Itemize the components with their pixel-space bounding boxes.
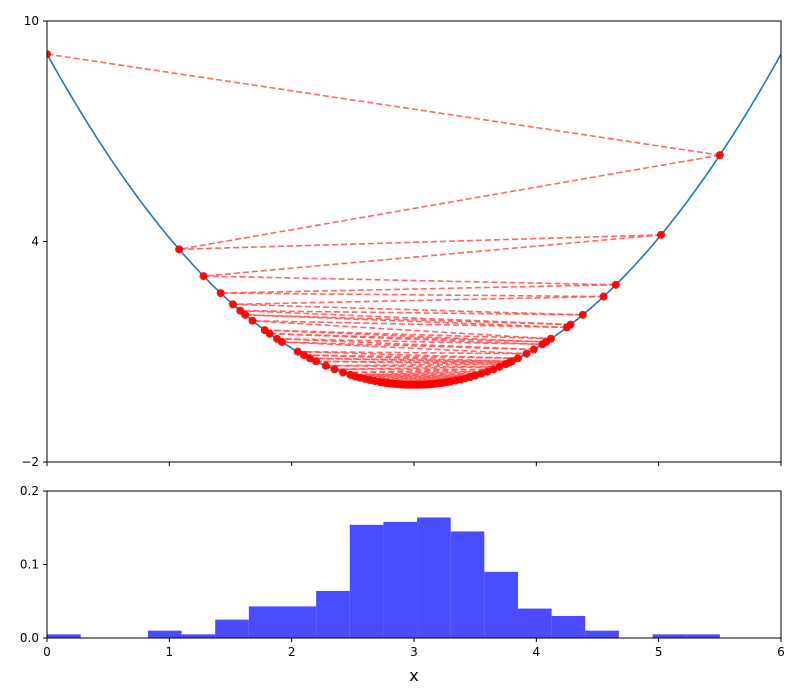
histogram-bar — [585, 630, 619, 638]
trajectory-segment — [220, 292, 604, 298]
trajectory-point — [330, 365, 339, 374]
trajectory-segment — [252, 319, 567, 329]
trajectory-point — [715, 151, 724, 160]
trajectory-segment — [47, 53, 720, 156]
trajectory-point — [444, 377, 453, 386]
trajectory-point — [529, 345, 538, 354]
trajectory-point — [501, 360, 510, 369]
trajectory-segment — [316, 360, 510, 364]
trajectory-point — [657, 230, 666, 239]
trajectory-segment — [343, 368, 494, 374]
trajectory-point — [47, 50, 51, 59]
histogram-bar — [282, 606, 317, 638]
trajectory-segment — [252, 319, 552, 340]
trajectory-point — [538, 340, 547, 349]
trajectory-point — [265, 329, 274, 338]
histogram-bar — [517, 608, 552, 638]
histogram-chart: 0 1 2 3 4 5 6 0.0 0.1 0.2 x — [20, 484, 785, 685]
trajectory-segment — [203, 234, 662, 277]
trajectory-segment — [303, 354, 512, 363]
histogram-bar — [551, 615, 586, 638]
histogram-bar — [316, 590, 350, 638]
trajectory-segment — [281, 341, 527, 355]
trajectory-point — [312, 357, 321, 366]
trajectory-segment — [232, 295, 604, 306]
histogram-bar — [181, 634, 216, 638]
trajectory-segment — [179, 234, 662, 251]
trajectory-point — [495, 362, 504, 371]
histogram-bar — [484, 571, 518, 638]
histogram-x-axis-label: x — [409, 666, 418, 685]
trajectory-segment — [310, 357, 510, 364]
trajectory-segment — [343, 370, 488, 374]
histogram-bar — [147, 630, 182, 638]
trajectory-segment — [297, 350, 527, 355]
histogram-bar — [417, 517, 451, 638]
trajectory-segment — [240, 309, 583, 316]
histogram-bar — [383, 521, 418, 638]
trajectory-point — [293, 347, 302, 356]
x-tick-label: 2 — [288, 645, 296, 659]
trajectory-point — [241, 310, 250, 319]
trajectory-point — [199, 272, 208, 281]
histogram-plot-area — [47, 517, 720, 639]
trajectory-axes: −2 4 10 — [21, 14, 782, 469]
trajectory-point — [216, 289, 225, 298]
x-tick-label: 1 — [166, 645, 174, 659]
trajectory-point — [321, 361, 330, 370]
trajectory-point — [513, 354, 522, 363]
x-tick-label: 0 — [43, 645, 51, 659]
histogram-bar — [652, 634, 687, 638]
histogram-bar — [450, 531, 485, 638]
histogram-bar — [47, 634, 81, 638]
histogram-bar — [349, 524, 384, 638]
y-tick-label: 4 — [31, 235, 39, 249]
trajectory-segment — [220, 283, 616, 294]
x-tick-label: 3 — [410, 645, 418, 659]
trajectory-segment — [281, 341, 534, 351]
trajectory-segment — [269, 332, 543, 346]
trajectory-segment — [178, 154, 720, 251]
y-tick-label: 10 — [24, 14, 39, 28]
y-tick-label: −2 — [21, 455, 39, 469]
y-tick-label: 0.2 — [20, 484, 39, 498]
trajectory-point — [489, 365, 498, 374]
histogram-axes: 0 1 2 3 4 5 6 0.0 0.1 0.2 — [20, 484, 785, 659]
trajectory-point — [378, 378, 387, 387]
x-tick-label: 5 — [655, 645, 663, 659]
trajectory-segment — [203, 275, 616, 286]
trajectory-point — [477, 369, 486, 378]
trajectory-point — [562, 323, 571, 332]
trajectory-point — [611, 280, 620, 289]
trajectory-point — [175, 245, 184, 254]
x-tick-label: 6 — [777, 645, 785, 659]
y-tick-label: 0.1 — [20, 558, 39, 572]
histogram-bar — [215, 619, 249, 639]
trajectory-point — [483, 367, 492, 376]
trajectory-point — [306, 354, 315, 363]
trajectory-point — [228, 300, 237, 309]
trajectory-plot-area — [47, 50, 781, 389]
trajectory-point — [277, 337, 286, 346]
trajectory-point — [522, 349, 531, 358]
trajectory-point — [599, 292, 608, 301]
trajectory-segment — [232, 303, 583, 316]
trajectory-point — [248, 316, 257, 325]
y-tick-label: 0.0 — [20, 631, 39, 645]
trajectory-segment — [276, 337, 543, 346]
trajectory-point — [299, 351, 308, 360]
trajectory-chart: −2 4 10 — [21, 14, 782, 469]
x-tick-label: 4 — [533, 645, 541, 659]
trajectory-segment — [355, 372, 482, 378]
trajectory-segment — [276, 337, 534, 351]
histogram-bar — [686, 634, 720, 638]
histogram-bar — [248, 606, 283, 638]
trajectory-segment — [350, 370, 488, 376]
trajectory-point — [578, 310, 587, 319]
trajectory-point — [339, 368, 348, 377]
